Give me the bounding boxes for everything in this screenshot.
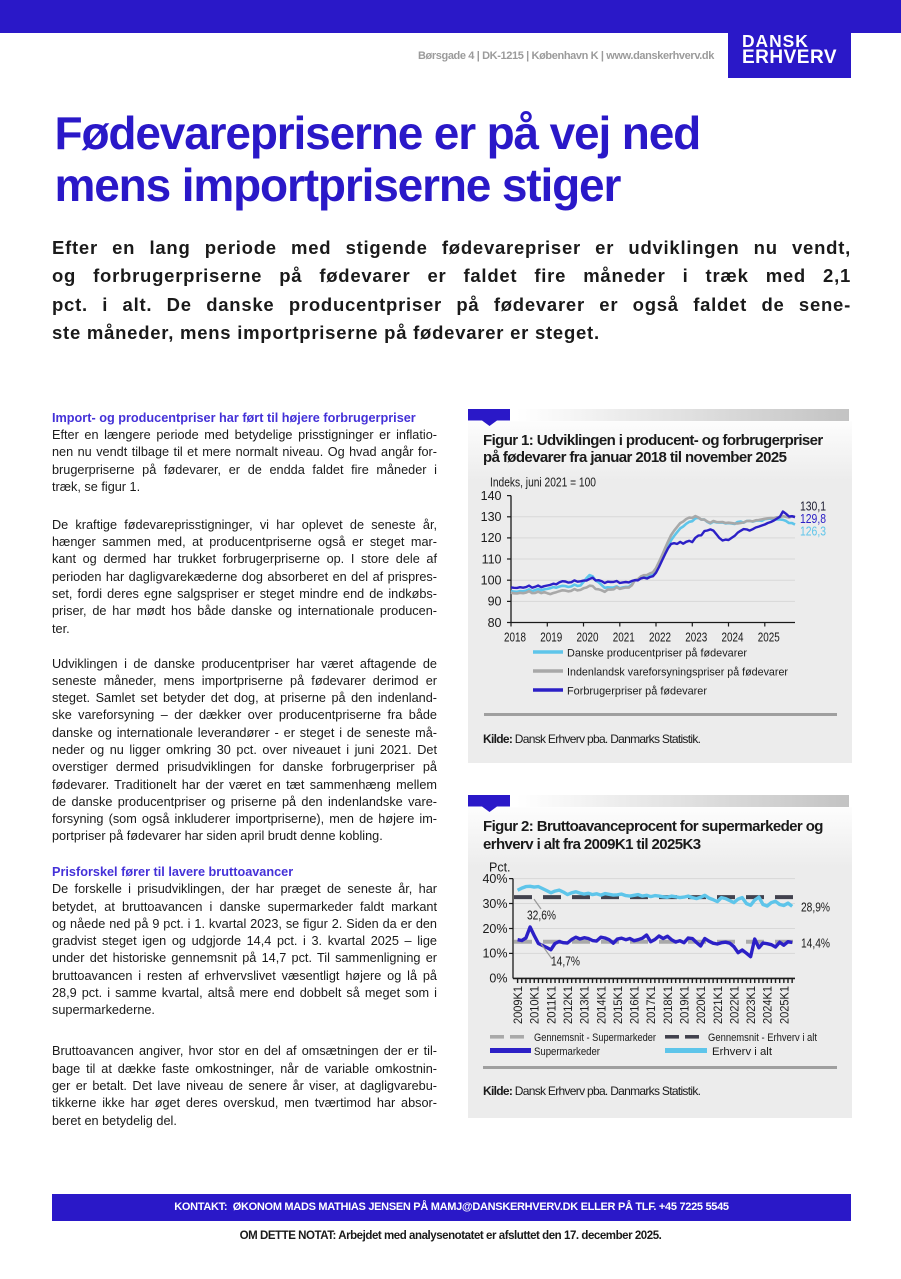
svg-text:0%: 0% [489, 972, 507, 986]
svg-text:14,4%: 14,4% [801, 937, 830, 951]
svg-text:2014K1: 2014K1 [594, 986, 608, 1024]
svg-text:2011K1: 2011K1 [544, 986, 558, 1024]
svg-text:14,7%: 14,7% [551, 955, 580, 969]
svg-text:10%: 10% [482, 947, 507, 961]
svg-text:2016K1: 2016K1 [628, 986, 642, 1024]
svg-text:Gennemsnit - Supermarkeder: Gennemsnit - Supermarkeder [534, 1032, 656, 1044]
svg-text:32,6%: 32,6% [527, 909, 556, 923]
svg-text:2023K1: 2023K1 [744, 986, 758, 1024]
svg-text:Indeks, juni 2021 = 100: Indeks, juni 2021 = 100 [490, 475, 596, 489]
svg-text:2020: 2020 [577, 631, 599, 645]
svg-text:2012K1: 2012K1 [561, 986, 575, 1024]
svg-text:2017K1: 2017K1 [644, 986, 658, 1024]
svg-text:2025: 2025 [758, 631, 780, 645]
svg-text:2015K1: 2015K1 [611, 986, 625, 1024]
svg-text:2013K1: 2013K1 [578, 986, 592, 1024]
svg-text:126,3: 126,3 [800, 525, 826, 539]
svg-text:140: 140 [481, 489, 502, 503]
svg-text:2020K1: 2020K1 [694, 986, 708, 1024]
svg-text:2019: 2019 [540, 631, 562, 645]
svg-text:2024K1: 2024K1 [761, 986, 775, 1024]
svg-text:2024: 2024 [722, 631, 744, 645]
svg-text:120: 120 [481, 531, 502, 545]
svg-text:Erhverv i alt: Erhverv i alt [712, 1046, 772, 1058]
svg-text:2019K1: 2019K1 [678, 986, 692, 1024]
svg-text:30%: 30% [482, 897, 507, 911]
svg-text:2018: 2018 [504, 631, 526, 645]
svg-text:2023: 2023 [685, 631, 707, 645]
svg-text:2021K1: 2021K1 [711, 986, 725, 1024]
svg-text:Indenlandsk vareforsyningspris: Indenlandsk vareforsyningspriser på føde… [567, 666, 788, 678]
svg-text:130: 130 [481, 510, 502, 524]
svg-text:2009K1: 2009K1 [511, 986, 525, 1024]
svg-text:80: 80 [488, 616, 502, 630]
svg-text:110: 110 [482, 552, 502, 566]
svg-text:2010K1: 2010K1 [528, 986, 542, 1024]
svg-text:2022K1: 2022K1 [727, 986, 741, 1024]
svg-text:2021: 2021 [613, 631, 635, 645]
svg-text:2018K1: 2018K1 [661, 986, 675, 1024]
svg-text:100: 100 [481, 574, 502, 588]
svg-text:2025K1: 2025K1 [777, 986, 791, 1024]
svg-text:129,8: 129,8 [800, 512, 826, 526]
svg-text:2022: 2022 [649, 631, 671, 645]
svg-text:130,1: 130,1 [800, 500, 826, 514]
svg-text:Danske producentpriser på føde: Danske producentpriser på fødevarer [567, 647, 747, 659]
svg-text:Forbrugerpriser på fødevarer: Forbrugerpriser på fødevarer [567, 685, 707, 697]
svg-text:90: 90 [488, 595, 502, 609]
svg-text:Supermarkeder: Supermarkeder [534, 1046, 600, 1058]
svg-text:28,9%: 28,9% [801, 901, 830, 915]
svg-text:Pct.: Pct. [489, 860, 511, 874]
svg-text:40%: 40% [482, 872, 507, 886]
svg-text:Gennemsnit - Erhverv i alt: Gennemsnit - Erhverv i alt [708, 1032, 817, 1044]
svg-text:20%: 20% [482, 922, 507, 936]
